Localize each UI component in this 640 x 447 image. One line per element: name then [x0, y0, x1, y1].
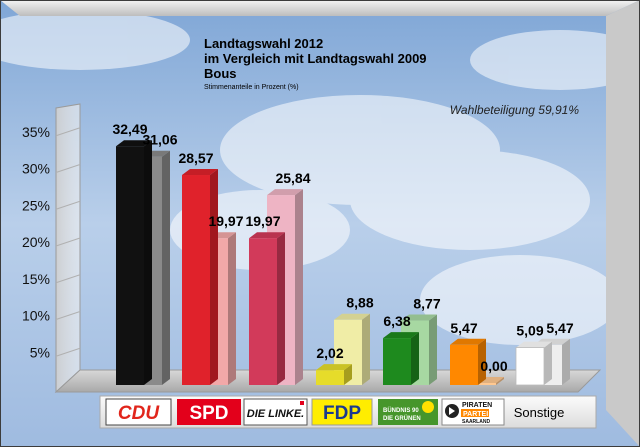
frame-right: [606, 0, 640, 447]
value-label-2009: 8,77: [413, 296, 440, 312]
logo-fdp-text: FDP: [323, 403, 361, 424]
value-label-2012: 28,57: [178, 150, 213, 166]
value-label-2012: 5,09: [516, 323, 543, 339]
value-label-2009: 8,88: [346, 295, 373, 311]
y-tick-label: 15%: [22, 271, 50, 287]
gridline: [55, 274, 81, 284]
logo-linke: DIE LINKE.: [243, 398, 308, 426]
value-label-2012: 19,97: [245, 213, 280, 229]
logo-piraten-text-2: PARTEI: [463, 411, 488, 418]
value-label-2009: 31,06: [142, 132, 177, 148]
value-label-2012: 6,38: [383, 313, 410, 329]
chart-title: Landtagswahl 2012: [204, 36, 323, 51]
legend: CDU SPD DIE LINKE. FDP BÜNDNIS 90 DIE GR…: [99, 395, 597, 429]
gridline: [55, 164, 81, 173]
gridline: [55, 200, 81, 210]
turnout-label: Wahlbeteiligung 59,91%: [450, 103, 580, 117]
value-label-2012: 2,02: [316, 345, 343, 361]
logo-piraten-text-1: PIRATEN: [462, 402, 492, 409]
bar-2012: [249, 232, 285, 385]
legend-sonstige: Sonstige: [514, 405, 565, 420]
chart-subtitle-2: Bous: [204, 66, 237, 81]
gridline: [55, 311, 81, 320]
cloud-decoration: [0, 10, 640, 345]
logo-spd-text: SPD: [189, 403, 228, 424]
y-tick-label: 10%: [22, 308, 50, 324]
value-label-2009: 0,00: [480, 358, 507, 374]
bar-2012: [450, 338, 486, 385]
logo-spd: SPD: [177, 399, 241, 425]
y-tick-label: 5%: [30, 344, 50, 360]
gridline: [55, 237, 81, 247]
chart-note: Stimmenanteile in Prozent (%): [204, 84, 299, 91]
left-wall: [55, 103, 81, 394]
sunflower-icon: [422, 401, 434, 413]
value-label-2012: 32,49: [112, 121, 147, 137]
bars: [116, 140, 570, 386]
bar-2012: [316, 364, 352, 385]
gridline: [55, 127, 81, 137]
logo-piraten: PIRATEN PARTEI SAARLAND: [441, 398, 505, 426]
y-tick-label: 25%: [22, 197, 50, 213]
logo-gruene-text-1: BÜNDNIS 90: [383, 407, 419, 414]
logo-cdu: CDU: [105, 398, 172, 426]
logo-cdu-text: CDU: [118, 403, 160, 424]
logo-piraten-text-3: SAARLAND: [462, 419, 490, 425]
logo-linke-text: DIE LINKE.: [247, 408, 304, 420]
bar-2012: [383, 332, 419, 385]
y-axis: 5% 10% 15% 20% 25% 30% 35%: [22, 124, 81, 360]
y-tick-label: 30%: [22, 161, 50, 177]
bar-2012: [182, 169, 218, 385]
logo-fdp: FDP: [311, 398, 373, 426]
value-label-2009: 25,84: [275, 170, 310, 186]
bar-2009: [334, 313, 370, 385]
bar-2012: [515, 341, 552, 386]
chart-subtitle-1: im Vergleich mit Landtagswahl 2009: [204, 51, 427, 66]
y-tick-label: 35%: [22, 124, 50, 140]
frame-top: [0, 0, 640, 16]
value-label-2009: 19,97: [208, 213, 243, 229]
gridline: [55, 347, 81, 357]
logo-gruene: BÜNDNIS 90 DIE GRÜNEN: [378, 399, 438, 425]
value-label-2009: 5,47: [546, 320, 573, 336]
bar-2012: [116, 140, 152, 385]
y-tick-label: 20%: [22, 234, 50, 250]
value-label-2012: 5,47: [450, 320, 477, 336]
logo-gruene-text-2: DIE GRÜNEN: [383, 415, 421, 422]
